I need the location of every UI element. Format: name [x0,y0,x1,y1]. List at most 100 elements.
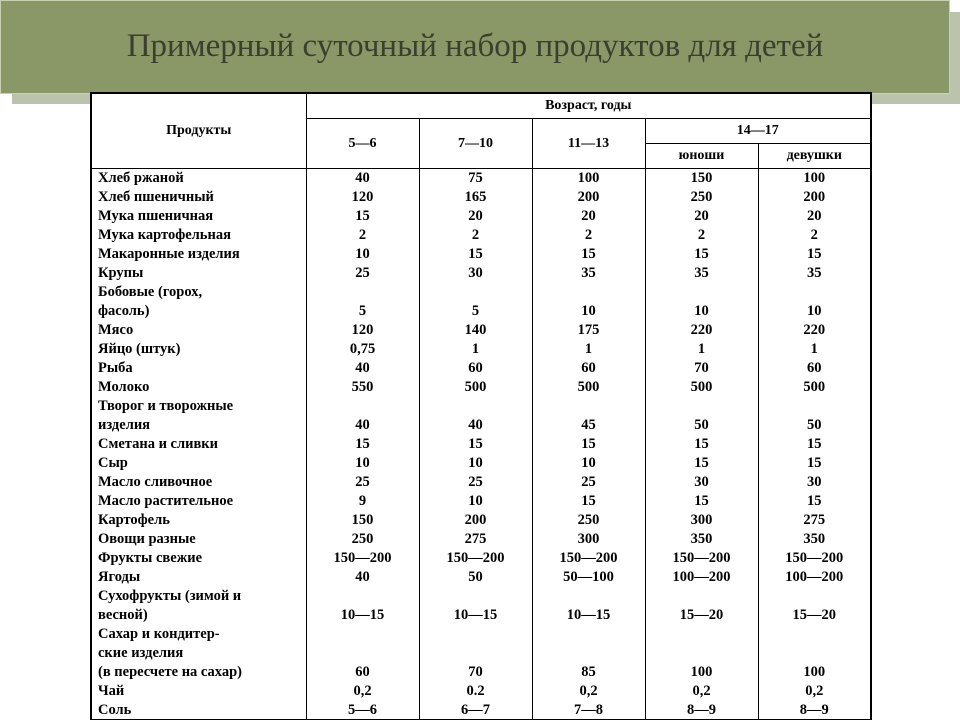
value-cell: 15 [306,207,419,226]
value-cell [645,625,758,644]
value-cell: 40 [306,568,419,587]
table-row: Сметана и сливки1515151515 [91,435,871,454]
product-name: Мясо [91,321,306,340]
table-row: Сухофрукты (зимой и [91,587,871,606]
value-cell: 100 [758,169,871,188]
col-products: Продукты [91,93,306,169]
product-name: Сыр [91,454,306,473]
table-row: Яйцо (штук)0,751111 [91,340,871,359]
value-cell: 100—200 [758,568,871,587]
value-cell: 500 [419,378,532,397]
value-cell: 70 [419,663,532,682]
product-name: Мука пшеничная [91,207,306,226]
col-7-10: 7—10 [419,119,532,169]
value-cell: 150—200 [758,549,871,568]
value-cell: 10 [306,245,419,264]
value-cell: 75 [419,169,532,188]
table-row: Рыба4060607060 [91,359,871,378]
value-cell: 70 [645,359,758,378]
value-cell: 5 [419,302,532,321]
value-cell: 15 [645,435,758,454]
table-row: Картофель150200250300275 [91,511,871,530]
value-cell: 250 [645,188,758,207]
value-cell: 15 [532,435,645,454]
value-cell [306,644,419,663]
table-row: Макаронные изделия1015151515 [91,245,871,264]
value-cell [306,283,419,302]
value-cell: 15—20 [758,606,871,625]
table-row: Масло растительное910151515 [91,492,871,511]
table-row: Хлеб ржаной4075100150100 [91,169,871,188]
value-cell: 20 [645,207,758,226]
value-cell: 40 [306,169,419,188]
value-cell: 100—200 [645,568,758,587]
value-cell [419,625,532,644]
product-name: Чай [91,682,306,701]
table-row: Молоко550500500500500 [91,378,871,397]
table-row: Мука картофельная22222 [91,226,871,245]
table-row: фасоль)55101010 [91,302,871,321]
product-name: фасоль) [91,302,306,321]
value-cell: 20 [758,207,871,226]
value-cell [532,397,645,416]
value-cell: 15 [419,245,532,264]
product-name: Рыба [91,359,306,378]
value-cell: 15—20 [645,606,758,625]
value-cell [419,283,532,302]
value-cell [532,283,645,302]
value-cell: 165 [419,188,532,207]
value-cell: 40 [306,416,419,435]
value-cell [532,644,645,663]
table-row: Бобовые (горох, [91,283,871,302]
value-cell: 10—15 [419,606,532,625]
value-cell [645,283,758,302]
value-cell: 500 [758,378,871,397]
value-cell: 300 [532,530,645,549]
value-cell: 25 [306,473,419,492]
value-cell: 10 [532,454,645,473]
value-cell: 100 [645,663,758,682]
value-cell: 500 [645,378,758,397]
table-row: (в пересчете на сахар)607085100100 [91,663,871,682]
slide-title: Примерный суточный набор продуктов для д… [97,28,854,66]
value-cell [758,283,871,302]
product-name: Сметана и сливки [91,435,306,454]
value-cell: 350 [758,530,871,549]
table-row: Фрукты свежие150—200150—200150—200150—20… [91,549,871,568]
value-cell [419,397,532,416]
value-cell: 150—200 [645,549,758,568]
table-row: изделия4040455050 [91,416,871,435]
product-name: Крупы [91,264,306,283]
value-cell: 25 [419,473,532,492]
value-cell [306,625,419,644]
value-cell: 30 [645,473,758,492]
product-name: Масло растительное [91,492,306,511]
value-cell: 50 [758,416,871,435]
value-cell: 15 [419,435,532,454]
value-cell: 100 [532,169,645,188]
value-cell: 0,2 [758,682,871,701]
value-cell: 100 [758,663,871,682]
value-cell: 35 [645,264,758,283]
table-row: Соль5—66—77—88—98—9 [91,701,871,720]
value-cell: 1 [645,340,758,359]
value-cell: 10 [306,454,419,473]
slide: Примерный суточный набор продуктов для д… [0,0,960,720]
value-cell [758,397,871,416]
table-row: Масло сливочное2525253030 [91,473,871,492]
value-cell: 15 [758,454,871,473]
product-name: Масло сливочное [91,473,306,492]
col-14-17: 14—17 [645,119,871,144]
product-name: Мука картофельная [91,226,306,245]
value-cell: 50 [645,416,758,435]
value-cell: 15 [645,454,758,473]
table-row: Мясо120140175220220 [91,321,871,340]
table-row: Мука пшеничная1520202020 [91,207,871,226]
value-cell: 0,2 [306,682,419,701]
value-cell: 120 [306,321,419,340]
value-cell: 150—200 [419,549,532,568]
value-cell: 1 [419,340,532,359]
food-table: Продукты Возраст, годы 5—6 7—10 11—13 14… [90,92,872,720]
product-name: Хлеб пшеничный [91,188,306,207]
value-cell: 250 [306,530,419,549]
